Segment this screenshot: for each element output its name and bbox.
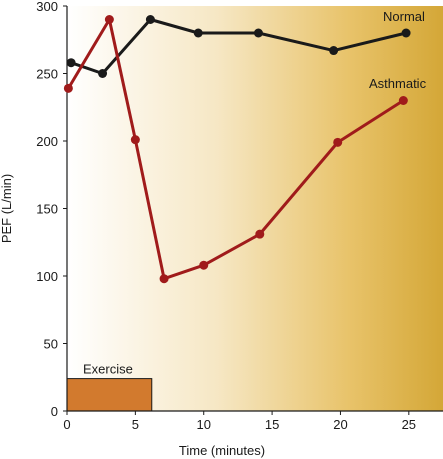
- asthmatic-series-label: Asthmatic: [369, 76, 427, 91]
- asthmatic-data-point: [104, 15, 114, 24]
- y-tick-label: 0: [51, 404, 58, 419]
- normal-data-point: [193, 28, 203, 38]
- y-tick-label: 100: [36, 269, 58, 284]
- normal-data-point: [253, 28, 263, 38]
- normal-data-point: [401, 28, 411, 38]
- y-axis-title: PEF (L/min): [0, 174, 14, 243]
- asthmatic-data-point: [63, 83, 73, 93]
- y-tick-label: 300: [36, 0, 58, 14]
- y-tick-label: 200: [36, 134, 58, 149]
- exercise-band: [66, 378, 153, 412]
- asthmatic-data-point: [255, 229, 265, 239]
- x-tick-label: 25: [402, 417, 416, 432]
- x-tick-label: 10: [196, 417, 210, 432]
- normal-series-label: Normal: [383, 9, 425, 24]
- x-tick-label: 0: [63, 417, 70, 432]
- asthmatic-data-point: [199, 260, 209, 270]
- y-tick-label: 50: [44, 337, 58, 352]
- y-tick-label: 150: [36, 202, 58, 217]
- x-tick-label: 20: [333, 417, 347, 432]
- plot-background: [67, 6, 443, 411]
- asthmatic-data-point: [333, 137, 343, 147]
- normal-data-point: [98, 69, 108, 78]
- asthmatic-data-point: [398, 96, 408, 105]
- asthmatic-data-point: [130, 135, 140, 145]
- asthmatic-series-line: [67, 18, 405, 281]
- exercise-band-label: Exercise: [83, 362, 133, 377]
- normal-data-point: [66, 58, 76, 68]
- x-tick-label: 5: [132, 417, 139, 432]
- asthmatic-data-point: [159, 274, 169, 284]
- normal-data-point: [329, 46, 339, 56]
- x-tick-label: 15: [265, 417, 279, 432]
- normal-data-point: [145, 15, 155, 24]
- y-tick-label: 250: [36, 67, 58, 82]
- x-axis-title: Time (minutes): [179, 443, 265, 458]
